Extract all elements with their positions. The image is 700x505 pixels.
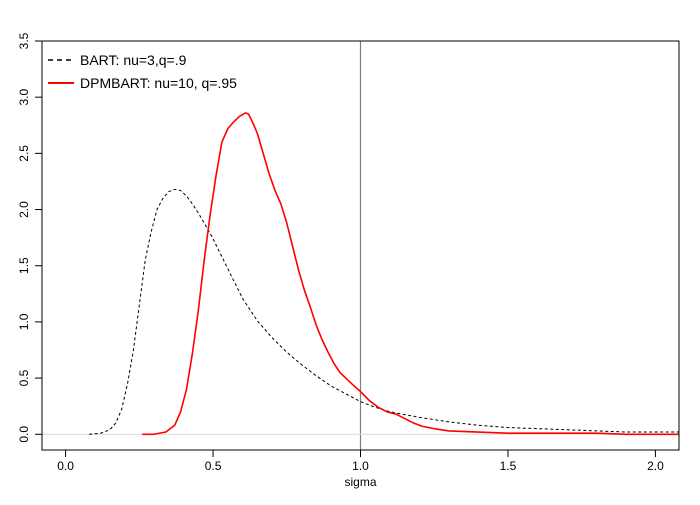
legend-label-dpmbart: DPMBART: nu=10, q=.95 <box>80 75 237 91</box>
y-tick-label: 0.5 <box>17 369 31 386</box>
y-tick-label: 1.0 <box>17 313 31 330</box>
x-tick-label: 0.5 <box>205 459 222 473</box>
series-line-bart <box>89 188 679 435</box>
y-tick-label: 2.0 <box>17 201 31 218</box>
reference-lines <box>42 41 679 450</box>
y-tick-label: 1.5 <box>17 257 31 274</box>
y-tick-label: 2.5 <box>17 145 31 162</box>
x-tick-label: 1.0 <box>352 459 369 473</box>
legend: BART: nu=3,q=.9 DPMBART: nu=10, q=.95 <box>48 52 237 91</box>
y-tick-label: 3.0 <box>17 89 31 106</box>
x-axis: 0.0 0.5 1.0 1.5 2.0 <box>57 450 664 473</box>
x-tick-label: 1.5 <box>500 459 517 473</box>
x-tick-label: 0.0 <box>57 459 74 473</box>
x-tick-label: 2.0 <box>647 459 664 473</box>
y-axis: 0.0 0.5 1.0 1.5 2.0 2.5 3.0 3.5 <box>17 32 42 443</box>
y-tick-label: 0.0 <box>17 426 31 443</box>
legend-label-bart: BART: nu=3,q=.9 <box>80 52 187 68</box>
y-tick-label: 3.5 <box>17 32 31 49</box>
series-layer <box>89 112 679 436</box>
x-axis-label: sigma <box>344 475 376 489</box>
series-line-dpmbart <box>142 112 679 436</box>
